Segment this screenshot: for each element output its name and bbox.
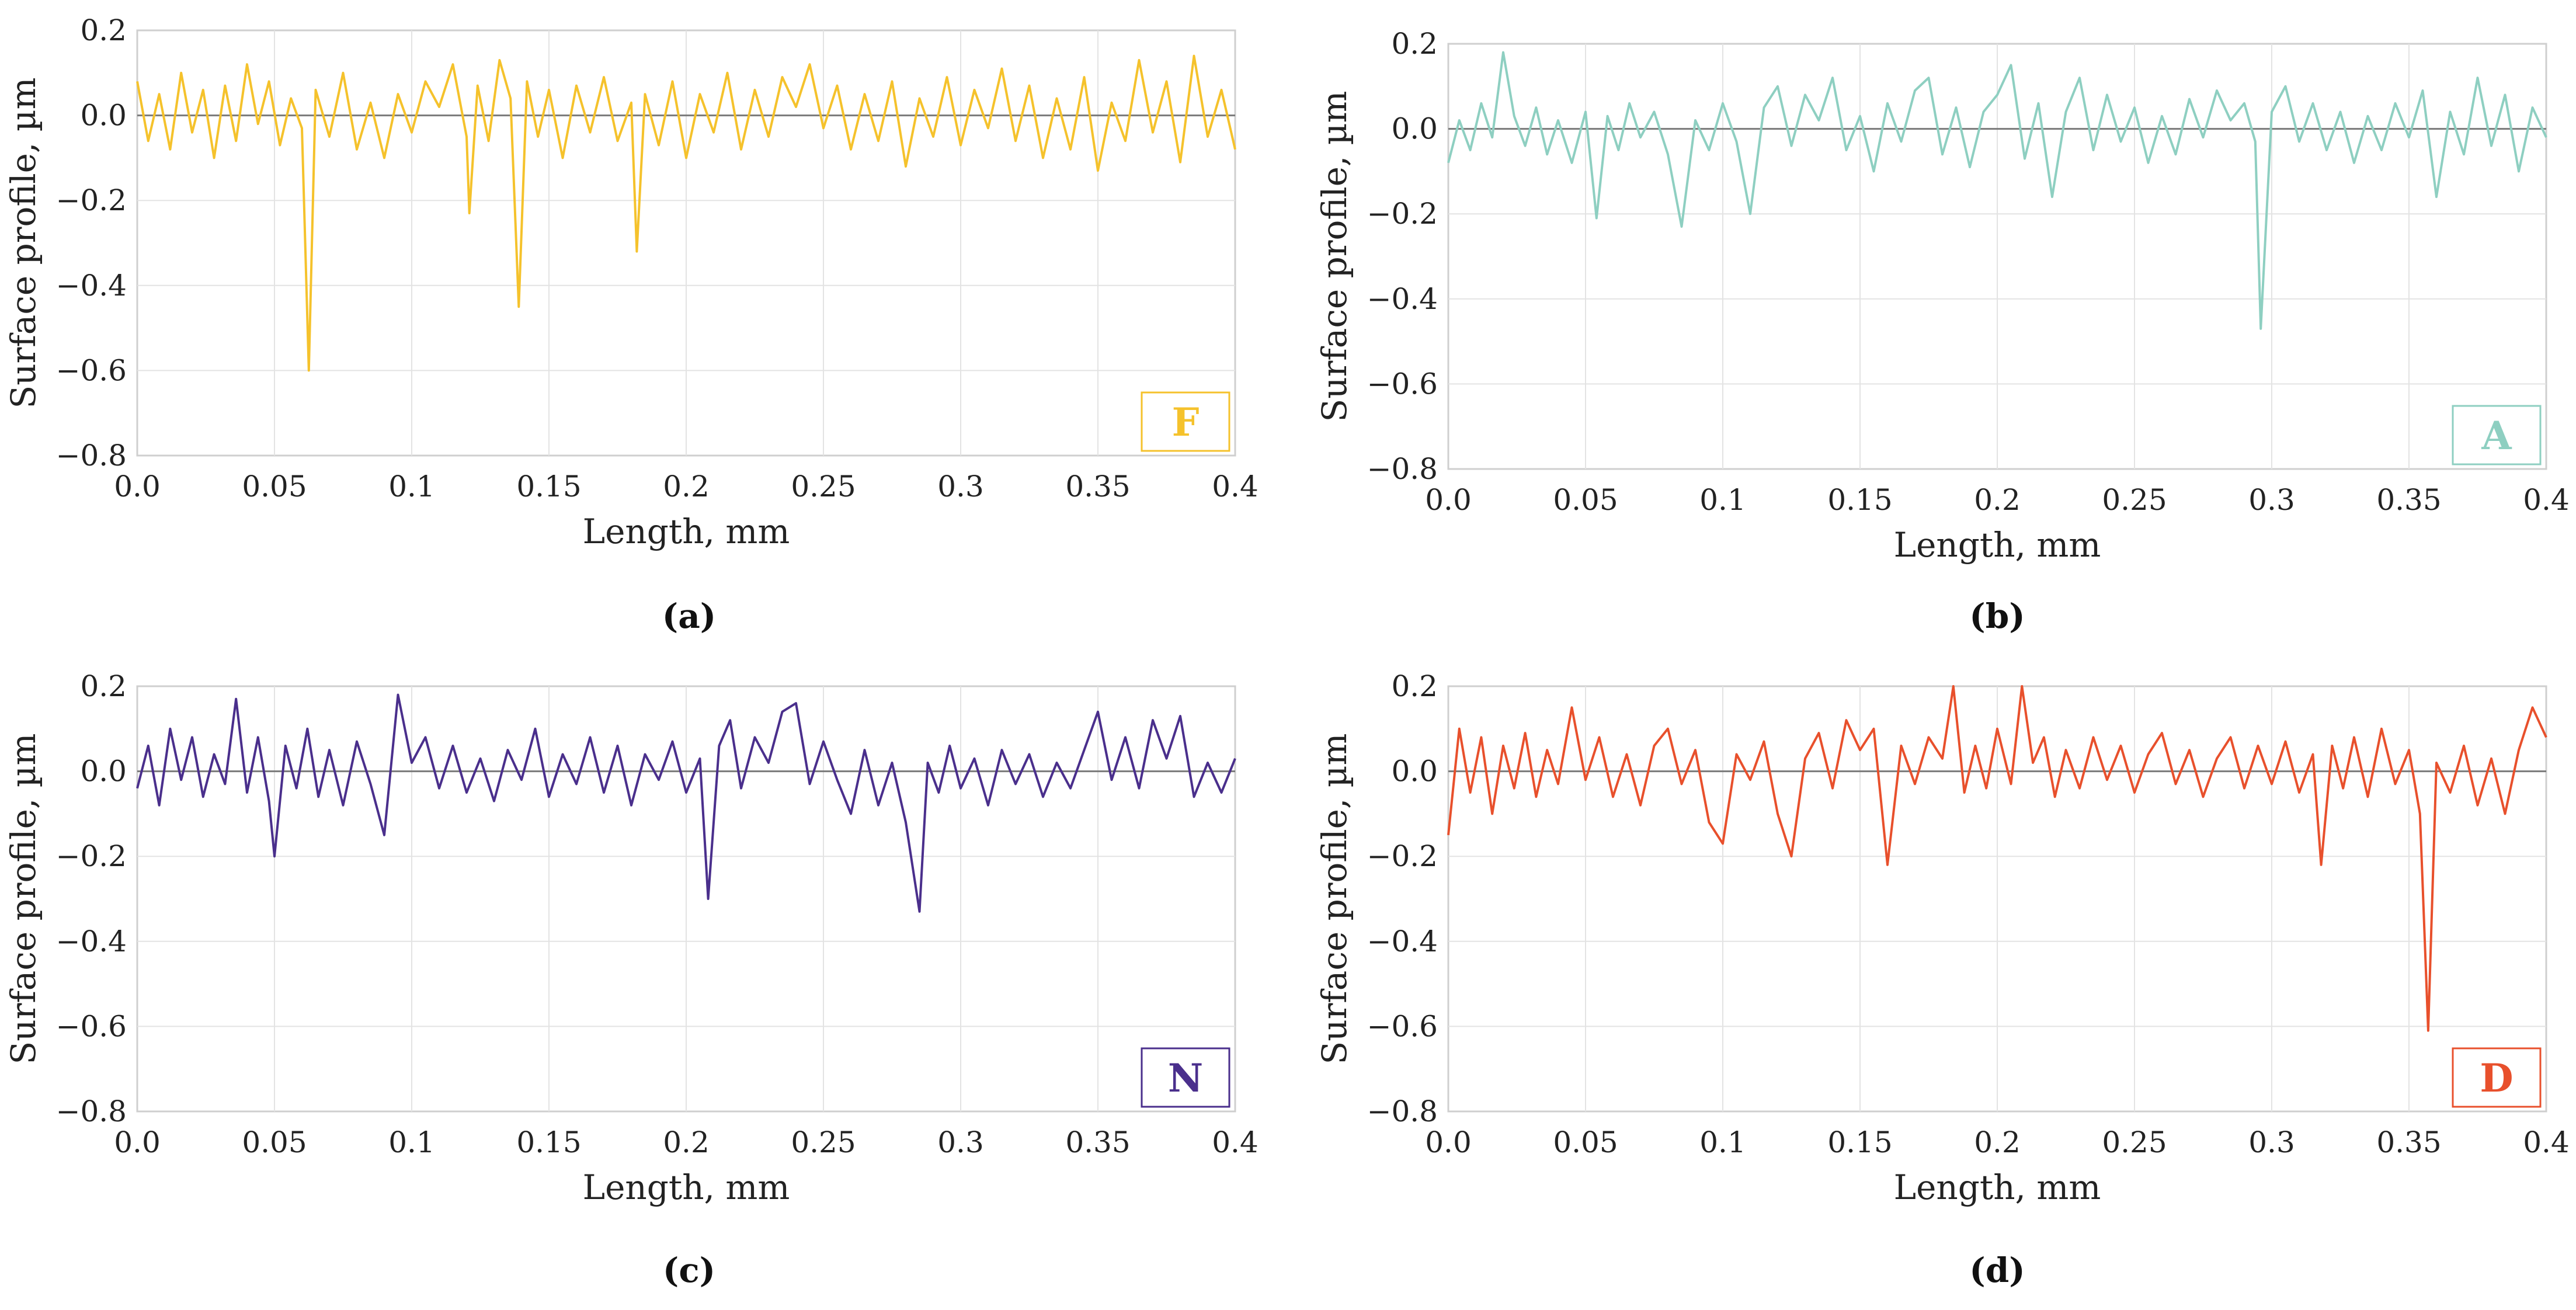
chart-c-ytick-label: −0.8: [56, 1094, 127, 1128]
chart-c-xtick-label: 0.3: [937, 1125, 984, 1159]
chart-a-xtick-label: 0.2: [663, 470, 710, 503]
chart-a-ytick-label: −0.2: [56, 183, 127, 217]
chart-a-xtick-label: 0.25: [791, 470, 856, 503]
chart-b-ytick-label: −0.6: [1367, 367, 1438, 401]
chart-a-xtick-label: 0.0: [114, 470, 161, 503]
chart-b-ytick-label: −0.8: [1367, 452, 1438, 486]
chart-d-xtick-label: 0.2: [1974, 1125, 2021, 1159]
chart-b-legend-box: [2452, 405, 2542, 465]
chart-d-xtick-label: 0.35: [2376, 1125, 2441, 1159]
chart-d-panel-label: (d): [1969, 1250, 2025, 1290]
chart-c-xlabel: Length, mm: [583, 1167, 790, 1207]
chart-c-ylabel: Surface profile, µm: [4, 733, 43, 1064]
chart-a-ytick-label: 0.0: [80, 99, 127, 133]
chart-c-xtick-label: 0.25: [791, 1125, 856, 1159]
chart-a-panel-label: (a): [662, 596, 716, 636]
chart-b-ytick-label: −0.2: [1367, 197, 1438, 231]
chart-b-ytick-label: 0.2: [1391, 27, 1438, 61]
chart-d-xtick-label: 0.05: [1553, 1125, 1618, 1159]
chart-c-legend-label: N: [1168, 1055, 1203, 1101]
chart-d-ytick-label: −0.4: [1367, 925, 1438, 958]
chart-d-xtick-label: 0.15: [1827, 1125, 1892, 1159]
chart-c-xtick-label: 0.35: [1065, 1125, 1130, 1159]
chart-a-legend-box: [1141, 391, 1230, 452]
chart-b-ytick-label: 0.0: [1391, 112, 1438, 146]
chart-b-xtick-label: 0.25: [2102, 483, 2167, 517]
chart-a-ylabel: Surface profile, µm: [4, 77, 43, 408]
chart-c-xtick-label: 0.4: [1212, 1125, 1259, 1159]
chart-c-xtick-label: 0.0: [114, 1125, 161, 1159]
chart-b-xlabel: Length, mm: [1894, 525, 2101, 565]
chart-c-legend-box: [1141, 1047, 1230, 1108]
chart-d-ytick-label: −0.2: [1367, 839, 1438, 873]
chart-c-ytick-label: 0.0: [80, 755, 127, 788]
chart-b-xtick-label: 0.15: [1827, 483, 1892, 517]
chart-b-ytick-label: −0.4: [1367, 282, 1438, 316]
chart-b-xtick-label: 0.2: [1974, 483, 2021, 517]
chart-c-ytick-label: −0.2: [56, 839, 127, 873]
chart-b-xtick-label: 0.35: [2376, 483, 2441, 517]
chart-d-xtick-label: 0.1: [1699, 1125, 1746, 1159]
chart-c-ytick-label: −0.6: [56, 1009, 127, 1043]
chart-b-series-line-a: [1447, 51, 2547, 330]
chart-b-panel-label: (b): [1969, 596, 2025, 636]
chart-b-xtick-label: 0.3: [2248, 483, 2295, 517]
chart-d-ytick-label: −0.6: [1367, 1009, 1438, 1043]
chart-d-legend-label: D: [2480, 1055, 2513, 1101]
chart-b-xtick-label: 0.4: [2523, 483, 2570, 517]
chart-b-xtick-label: 0.05: [1553, 483, 1618, 517]
chart-c-xtick-label: 0.05: [242, 1125, 307, 1159]
chart-d-legend-box: [2452, 1047, 2542, 1108]
chart-c-xtick-label: 0.15: [516, 1125, 581, 1159]
chart-c-xtick-label: 0.1: [388, 1125, 435, 1159]
chart-d-xtick-label: 0.25: [2102, 1125, 2167, 1159]
chart-d-ytick-label: −0.8: [1367, 1094, 1438, 1128]
chart-a-xtick-label: 0.15: [516, 470, 581, 503]
chart-c-ytick-label: 0.2: [80, 669, 127, 703]
chart-c-ytick-label: −0.4: [56, 925, 127, 958]
chart-c-panel-label: (c): [663, 1250, 715, 1290]
chart-d-ylabel: Surface profile, µm: [1315, 733, 1354, 1064]
chart-d-series-line-d: [1447, 685, 2547, 1032]
chart-d-xtick-label: 0.4: [2523, 1125, 2570, 1159]
chart-a-xtick-label: 0.05: [242, 470, 307, 503]
chart-a-ytick-label: −0.4: [56, 269, 127, 303]
chart-d-xtick-label: 0.3: [2248, 1125, 2295, 1159]
chart-a-legend-label: F: [1172, 399, 1200, 445]
chart-a-xtick-label: 0.35: [1065, 470, 1130, 503]
chart-d-ytick-label: 0.2: [1391, 669, 1438, 703]
chart-a-xtick-label: 0.3: [937, 470, 984, 503]
chart-a-ytick-label: −0.8: [56, 439, 127, 472]
chart-a-ytick-label: −0.6: [56, 353, 127, 387]
chart-d-xtick-label: 0.0: [1425, 1125, 1472, 1159]
chart-b-legend-label: A: [2481, 413, 2512, 458]
chart-a-xlabel: Length, mm: [583, 512, 790, 551]
chart-d-xlabel: Length, mm: [1894, 1167, 2101, 1207]
chart-b-xtick-label: 0.1: [1699, 483, 1746, 517]
chart-d-ytick-label: 0.0: [1391, 755, 1438, 788]
chart-a-xtick-label: 0.4: [1212, 470, 1259, 503]
chart-b-ylabel: Surface profile, µm: [1315, 91, 1354, 422]
chart-a-series-line-f: [136, 54, 1236, 372]
chart-c-series-line-n: [136, 693, 1236, 913]
chart-b-xtick-label: 0.0: [1425, 483, 1472, 517]
chart-a-xtick-label: 0.1: [388, 470, 435, 503]
chart-c-xtick-label: 0.2: [663, 1125, 710, 1159]
chart-a-ytick-label: 0.2: [80, 13, 127, 47]
